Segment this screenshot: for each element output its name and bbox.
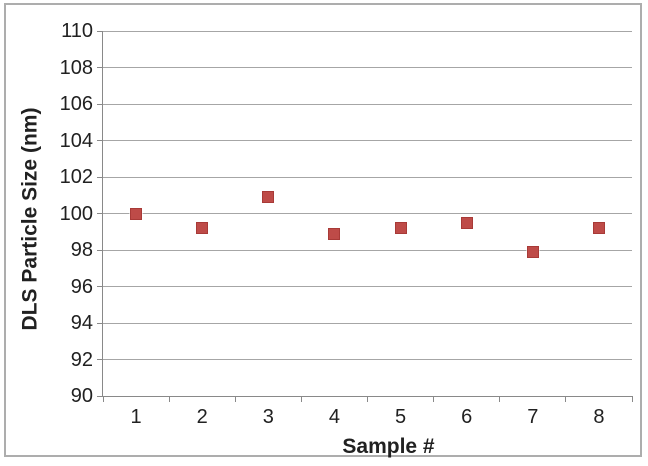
x-axis-tick <box>565 396 567 402</box>
y-tick-label: 100 <box>59 202 93 225</box>
y-axis-tick <box>97 67 103 68</box>
x-tick-label: 5 <box>395 406 407 428</box>
y-axis-tick <box>97 286 103 287</box>
y-axis-tick <box>97 213 103 214</box>
data-point-sample-5 <box>394 222 407 235</box>
x-tick-label: 4 <box>328 406 340 428</box>
data-point-sample-7 <box>526 245 539 258</box>
y-tick-label: 108 <box>59 56 93 79</box>
y-gridline <box>103 67 632 68</box>
x-axis-tick <box>631 396 633 402</box>
y-tick-label: 94 <box>70 312 93 334</box>
x-tick-label: 3 <box>262 406 274 428</box>
x-axis-tick <box>433 396 435 402</box>
x-axis-tick <box>102 396 104 402</box>
y-axis-tick <box>97 103 103 105</box>
y-axis-tick <box>97 176 103 178</box>
y-gridline <box>103 30 632 32</box>
data-point-sample-1 <box>130 207 143 220</box>
x-tick-label: 1 <box>130 406 142 428</box>
y-axis-tick <box>97 249 103 251</box>
x-tick-label: 2 <box>196 406 208 428</box>
x-axis-tick <box>234 396 236 402</box>
y-tick-label: 98 <box>70 239 93 261</box>
y-gridline <box>103 286 632 287</box>
y-axis-tick <box>97 30 103 32</box>
y-axis-line <box>102 31 103 396</box>
chart-outer-border <box>4 3 642 457</box>
y-gridline <box>103 359 632 360</box>
data-point-sample-8 <box>592 222 605 235</box>
y-gridline <box>103 140 632 141</box>
data-point-sample-4 <box>328 227 341 240</box>
data-point-sample-6 <box>460 216 473 229</box>
x-axis-title: Sample # <box>342 435 435 458</box>
y-tick-label: 104 <box>59 129 93 152</box>
data-point-sample-2 <box>196 222 209 235</box>
y-axis-tick <box>97 359 103 360</box>
y-axis-tick <box>97 395 103 397</box>
y-gridline <box>103 322 632 324</box>
y-gridline <box>103 103 632 105</box>
x-axis-tick <box>499 396 501 402</box>
x-axis-tick <box>367 396 368 402</box>
y-tick-label: 110 <box>61 20 93 42</box>
y-tick-label: 96 <box>70 275 93 298</box>
y-axis-tick <box>97 322 103 324</box>
y-gridline <box>103 249 632 251</box>
y-gridline <box>103 213 632 214</box>
y-gridline <box>103 176 632 178</box>
x-tick-label: 7 <box>527 406 539 428</box>
data-point-sample-3 <box>262 191 275 204</box>
x-axis-tick <box>168 396 170 402</box>
y-tick-label: 102 <box>59 166 93 188</box>
y-tick-label: 90 <box>70 385 93 407</box>
x-axis-tick <box>300 396 302 402</box>
x-tick-label: 8 <box>593 406 605 428</box>
y-axis-tick <box>97 140 103 141</box>
x-tick-label: 6 <box>461 406 473 428</box>
y-tick-label: 106 <box>59 93 93 115</box>
y-tick-label: 92 <box>70 348 93 371</box>
